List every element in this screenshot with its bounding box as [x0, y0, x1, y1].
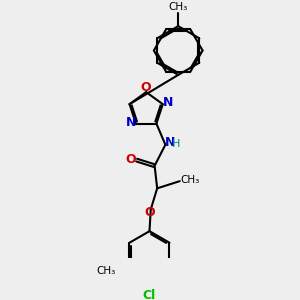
Text: Cl: Cl — [143, 290, 156, 300]
Text: O: O — [141, 82, 152, 94]
Text: H: H — [172, 139, 180, 149]
Text: N: N — [165, 136, 175, 149]
Text: CH₃: CH₃ — [180, 175, 199, 185]
Text: N: N — [126, 116, 136, 129]
Text: O: O — [126, 153, 136, 166]
Text: O: O — [144, 206, 155, 220]
Text: CH₃: CH₃ — [169, 2, 188, 12]
Text: N: N — [163, 96, 173, 110]
Text: CH₃: CH₃ — [96, 266, 116, 277]
